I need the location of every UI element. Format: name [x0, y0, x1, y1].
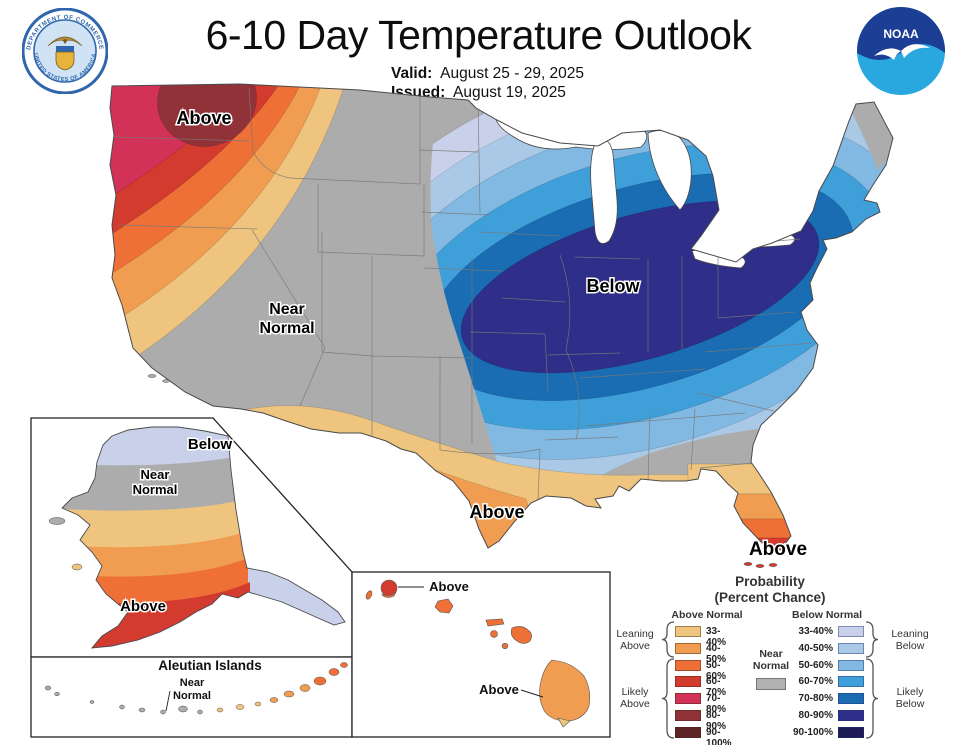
legend-likely-below: Likely Below	[895, 686, 925, 710]
above-swatch-90-100	[675, 727, 701, 738]
above-swatch-40-50	[675, 643, 701, 654]
aleutian-pointer-line	[165, 690, 171, 712]
eagle-icon	[47, 36, 83, 71]
below-swatch-50-60	[838, 660, 864, 671]
above-pct-60-70: 60-70%	[706, 676, 727, 698]
label-northwest-above: Above	[176, 108, 231, 128]
hawaii-islands	[365, 579, 591, 728]
above-swatch-70-80	[675, 693, 701, 704]
below-pct-70-80: 70-80%	[798, 693, 833, 704]
label-alaska-near1: Near	[141, 467, 170, 482]
conus-outline	[109, 83, 894, 551]
label-hawaii-kauai-above: Above	[429, 579, 469, 594]
label-texas-above: Above	[469, 502, 524, 522]
below-pct-90-100: 90-100%	[792, 727, 833, 738]
above-pct-50-60: 50-60%	[706, 660, 727, 682]
label-alaska-below: Below	[188, 436, 233, 453]
page-title: 6-10 Day Temperature Outlook	[205, 12, 752, 58]
above-pct-80-90: 80-90%	[706, 710, 727, 732]
legend-likely-above: Likely Above	[620, 686, 650, 710]
above-normal-nw-bands	[110, 84, 353, 363]
label-alaska-above: Above	[120, 598, 166, 615]
legend-subtitle: (Percent Chance)	[714, 590, 826, 605]
florida-keys	[743, 562, 778, 568]
above-pct-40-50: 40-50%	[706, 643, 727, 665]
valid-value: August 25 - 29, 2025	[440, 65, 585, 82]
above-pct-90-100: 90-100%	[706, 727, 732, 745]
label-hawaii-bigisland-above: Above	[479, 682, 519, 697]
legend-near-normal-swatch	[756, 678, 786, 690]
valid-label: Valid:	[391, 65, 433, 82]
issued-value: August 19, 2025	[453, 84, 566, 101]
legend-braces	[661, 621, 879, 739]
label-aleutian-title: Aleutian Islands	[158, 658, 262, 673]
channel-islands	[147, 374, 170, 383]
label-aleutian-near1: Near	[180, 677, 205, 689]
below-pct-80-90: 80-90%	[798, 710, 833, 721]
legend-near-line1: Near	[759, 648, 783, 660]
noaa-logo: NOAA	[857, 7, 945, 95]
alaska-islands	[48, 517, 83, 571]
probability-legend: Probability (Percent Chance) Above Norma…	[608, 572, 957, 745]
above-swatch-33-40	[675, 626, 701, 637]
alaska-outline	[61, 426, 346, 649]
below-swatch-70-80	[838, 693, 864, 704]
label-midwest-below: Below	[586, 276, 640, 296]
legend-above-header: Above Normal	[671, 609, 743, 621]
above-swatch-80-90	[675, 710, 701, 721]
below-swatch-60-70	[838, 676, 864, 687]
legend-leaning-above: Leaning Above	[616, 628, 654, 652]
label-near-normal-line1: Near	[269, 301, 305, 318]
above-pct-70-80: 70-80%	[706, 693, 727, 715]
below-swatch-80-90	[838, 710, 864, 721]
label-alaska-near2: Normal	[133, 482, 178, 497]
below-pct-40-50: 40-50%	[798, 643, 833, 654]
above-swatch-60-70	[675, 676, 701, 687]
below-pct-60-70: 60-70%	[798, 676, 833, 687]
below-swatch-33-40	[838, 626, 864, 637]
below-pct-33-40: 33-40%	[798, 626, 833, 637]
label-florida-above: Above	[749, 539, 807, 560]
above-swatch-50-60	[675, 660, 701, 671]
aleutian-islands-chain	[44, 662, 348, 715]
legend-below-header: Below Normal	[791, 609, 862, 621]
state-borders	[111, 87, 813, 501]
legend-near-line2: Normal	[752, 660, 790, 672]
below-swatch-40-50	[838, 643, 864, 654]
hawaii-pointer-lines	[398, 586, 544, 698]
label-aleutian-near2: Normal	[173, 690, 211, 702]
legend-leaning-below: Leaning Below	[891, 628, 929, 652]
label-near-normal-line2: Normal	[259, 320, 314, 337]
legend-title: Probability	[735, 574, 805, 589]
commerce-seal: DEPARTMENT OF COMMERCE UNITED STATES OF …	[22, 8, 108, 94]
above-pct-33-40: 33-40%	[706, 626, 727, 648]
noaa-logo-text: NOAA	[883, 27, 919, 41]
seagull-icon	[874, 44, 930, 60]
below-pct-50-60: 50-60%	[798, 660, 833, 671]
below-swatch-90-100	[838, 727, 864, 738]
